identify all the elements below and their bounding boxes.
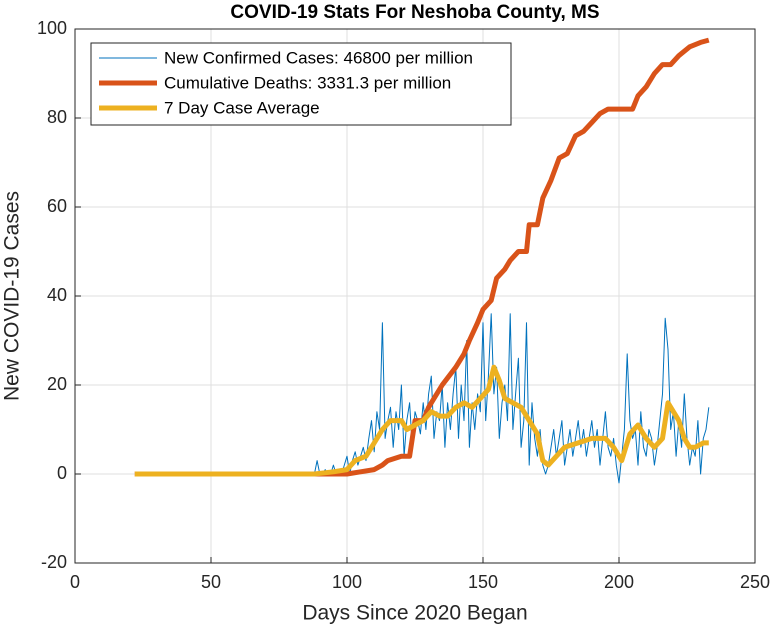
x-tick-label: 150 bbox=[468, 572, 498, 592]
plot-area bbox=[134, 37, 710, 484]
y-tick-label: 80 bbox=[47, 107, 67, 127]
series-line bbox=[134, 37, 710, 477]
y-axis-label: New COVID-19 Cases bbox=[1, 191, 24, 401]
series-line bbox=[134, 364, 709, 477]
legend-label: Cumulative Deaths: 3331.3 per million bbox=[164, 73, 451, 92]
y-tick-label: 60 bbox=[47, 196, 67, 216]
legend: New Confirmed Cases: 46800 per million Cu… bbox=[90, 42, 512, 126]
y-tick-label: 40 bbox=[47, 285, 67, 305]
x-tick-label: 250 bbox=[740, 572, 770, 592]
legend-box bbox=[90, 42, 512, 126]
legend-label: New Confirmed Cases: 46800 per million bbox=[164, 48, 473, 67]
series-line bbox=[313, 313, 710, 484]
x-tick-label: 0 bbox=[70, 572, 80, 592]
x-axis-label: Days Since 2020 Began bbox=[302, 602, 527, 625]
legend-label: 7 Day Case Average bbox=[164, 98, 320, 117]
x-tick-label: 50 bbox=[201, 572, 221, 592]
x-tick-label: 200 bbox=[604, 572, 634, 592]
y-tick-label: 100 bbox=[37, 18, 67, 38]
x-tick-label: 100 bbox=[332, 572, 362, 592]
axes-box bbox=[74, 28, 756, 564]
y-tick-label: -20 bbox=[41, 552, 67, 572]
y-tick-label: 0 bbox=[57, 463, 67, 483]
chart-title: COVID-19 Stats For Neshoba County, MS bbox=[230, 2, 599, 23]
y-tick-label: 20 bbox=[47, 374, 67, 394]
